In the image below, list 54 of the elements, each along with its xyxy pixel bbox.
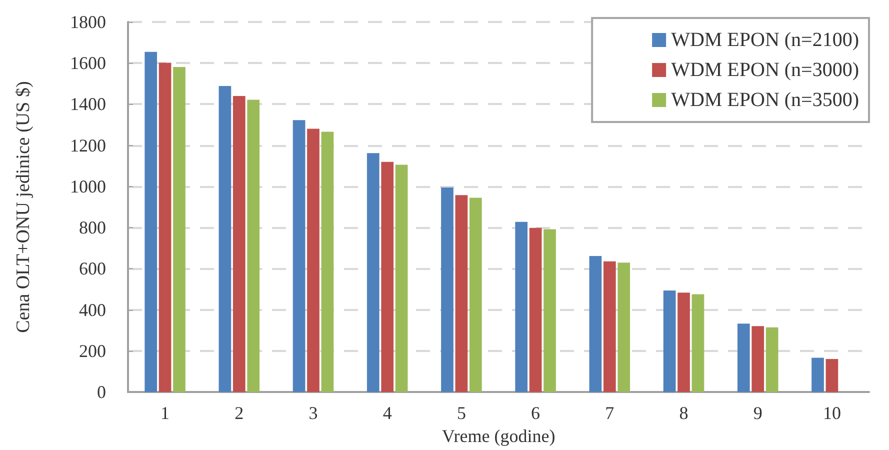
- bar: [158, 62, 172, 392]
- y-tick-label: 400: [79, 300, 106, 320]
- bar: [678, 292, 690, 392]
- bar: [292, 120, 306, 392]
- x-tick-label: 9: [753, 403, 762, 424]
- x-tick-label: 10: [822, 403, 841, 424]
- y-tick-label: 1400: [70, 94, 106, 114]
- bar: [247, 100, 260, 392]
- y-tick-label: 1000: [70, 176, 106, 196]
- y-tick-label: 0: [97, 382, 106, 402]
- x-tick-label: 3: [308, 403, 318, 424]
- legend-label: WDM EPON (n=3000): [671, 59, 860, 81]
- y-tick-label: 600: [79, 258, 106, 279]
- bar: [469, 198, 482, 392]
- y-tick-label: 200: [79, 340, 106, 361]
- x-tick-label: 2: [234, 403, 244, 424]
- bar: [752, 326, 764, 392]
- y-axis-title: Cena OLT+ONU jedinice (US $): [13, 81, 34, 333]
- bar: [395, 164, 408, 392]
- bar: [441, 188, 454, 392]
- bar: [232, 96, 246, 392]
- bar: [173, 67, 186, 392]
- bar: [529, 228, 542, 392]
- bar: [692, 294, 704, 392]
- legend-label: WDM EPON (n=2100): [671, 29, 860, 51]
- bar: [618, 262, 630, 392]
- bar: [603, 261, 616, 392]
- bar: [307, 128, 320, 392]
- bar: [515, 222, 528, 392]
- y-tick-label: 1200: [70, 135, 106, 156]
- legend-label: WDM EPON (n=3500): [671, 89, 860, 111]
- y-tick-label: 1600: [70, 53, 106, 74]
- bar: [663, 290, 676, 392]
- bar: [544, 229, 556, 392]
- bar: [218, 86, 232, 392]
- x-tick-label: 8: [679, 403, 688, 424]
- bar: [826, 358, 838, 392]
- bar: [737, 324, 750, 392]
- x-tick-label: 5: [456, 403, 466, 424]
- x-tick-label: 7: [605, 403, 614, 424]
- bar: [589, 256, 602, 392]
- y-tick-label: 800: [79, 218, 106, 238]
- x-tick-label: 6: [531, 403, 540, 424]
- bar: [144, 52, 158, 392]
- x-tick-label: 4: [382, 403, 392, 424]
- bar: [366, 153, 380, 392]
- x-axis-title: Vreme (godine): [442, 426, 556, 446]
- bar: [381, 162, 394, 392]
- bar: [321, 132, 334, 392]
- y-tick-label: 1800: [70, 12, 106, 32]
- bar: [455, 195, 468, 392]
- bar: [766, 327, 778, 392]
- x-tick-label: 1: [160, 403, 170, 424]
- bar: [812, 358, 824, 392]
